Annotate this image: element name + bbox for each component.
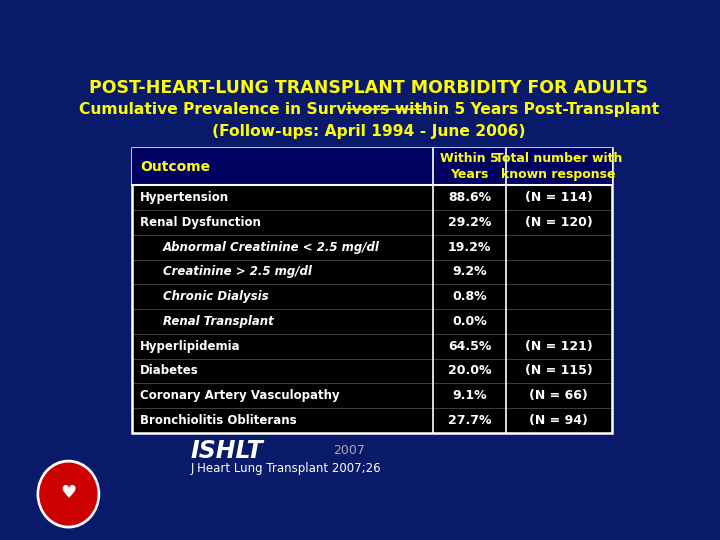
Text: Within 5
Years: Within 5 Years: [440, 152, 499, 181]
Text: (Follow-ups: April 1994 - June 2006): (Follow-ups: April 1994 - June 2006): [212, 124, 526, 139]
Text: 64.5%: 64.5%: [448, 340, 491, 353]
Circle shape: [40, 463, 97, 525]
Text: POST-HEART-LUNG TRANSPLANT MORBIDITY FOR ADULTS: POST-HEART-LUNG TRANSPLANT MORBIDITY FOR…: [89, 79, 649, 97]
Text: Outcome: Outcome: [140, 160, 210, 174]
Text: Cumulative Prevalence in Survivors within 5 Years Post-Transplant: Cumulative Prevalence in Survivors withi…: [79, 102, 659, 117]
Text: (N = 114): (N = 114): [525, 191, 593, 204]
Text: 0.0%: 0.0%: [452, 315, 487, 328]
Text: 9.1%: 9.1%: [452, 389, 487, 402]
Text: Coronary Artery Vasculopathy: Coronary Artery Vasculopathy: [140, 389, 340, 402]
Text: 9.2%: 9.2%: [452, 266, 487, 279]
Text: ISHLT: ISHLT: [190, 438, 264, 463]
Text: (N = 121): (N = 121): [525, 340, 593, 353]
Text: 0.8%: 0.8%: [452, 290, 487, 303]
Text: 2007: 2007: [333, 444, 364, 457]
Text: Hyperlipidemia: Hyperlipidemia: [140, 340, 241, 353]
Text: Hypertension: Hypertension: [140, 191, 230, 204]
Text: 27.7%: 27.7%: [448, 414, 491, 427]
FancyBboxPatch shape: [132, 148, 612, 433]
Text: (N = 120): (N = 120): [525, 216, 593, 229]
Text: Chronic Dialysis: Chronic Dialysis: [163, 290, 268, 303]
Text: 29.2%: 29.2%: [448, 216, 491, 229]
Text: 88.6%: 88.6%: [448, 191, 491, 204]
Text: Bronchiolitis Obliterans: Bronchiolitis Obliterans: [140, 414, 297, 427]
Text: J Heart Lung Transplant 2007;26: J Heart Lung Transplant 2007;26: [190, 462, 381, 475]
Text: 19.2%: 19.2%: [448, 241, 491, 254]
Text: (N = 115): (N = 115): [525, 364, 593, 377]
Text: (N = 66): (N = 66): [529, 389, 588, 402]
FancyBboxPatch shape: [132, 148, 612, 185]
Text: 20.0%: 20.0%: [448, 364, 491, 377]
Circle shape: [37, 461, 99, 528]
Text: Diabetes: Diabetes: [140, 364, 199, 377]
Text: (N = 94): (N = 94): [529, 414, 588, 427]
Text: Renal Transplant: Renal Transplant: [163, 315, 274, 328]
Text: Creatinine > 2.5 mg/dl: Creatinine > 2.5 mg/dl: [163, 266, 312, 279]
Text: Abnormal Creatinine < 2.5 mg/dl: Abnormal Creatinine < 2.5 mg/dl: [163, 241, 379, 254]
Text: Total number with
known response: Total number with known response: [495, 152, 622, 181]
Text: ♥: ♥: [60, 484, 76, 502]
Text: Renal Dysfunction: Renal Dysfunction: [140, 216, 261, 229]
